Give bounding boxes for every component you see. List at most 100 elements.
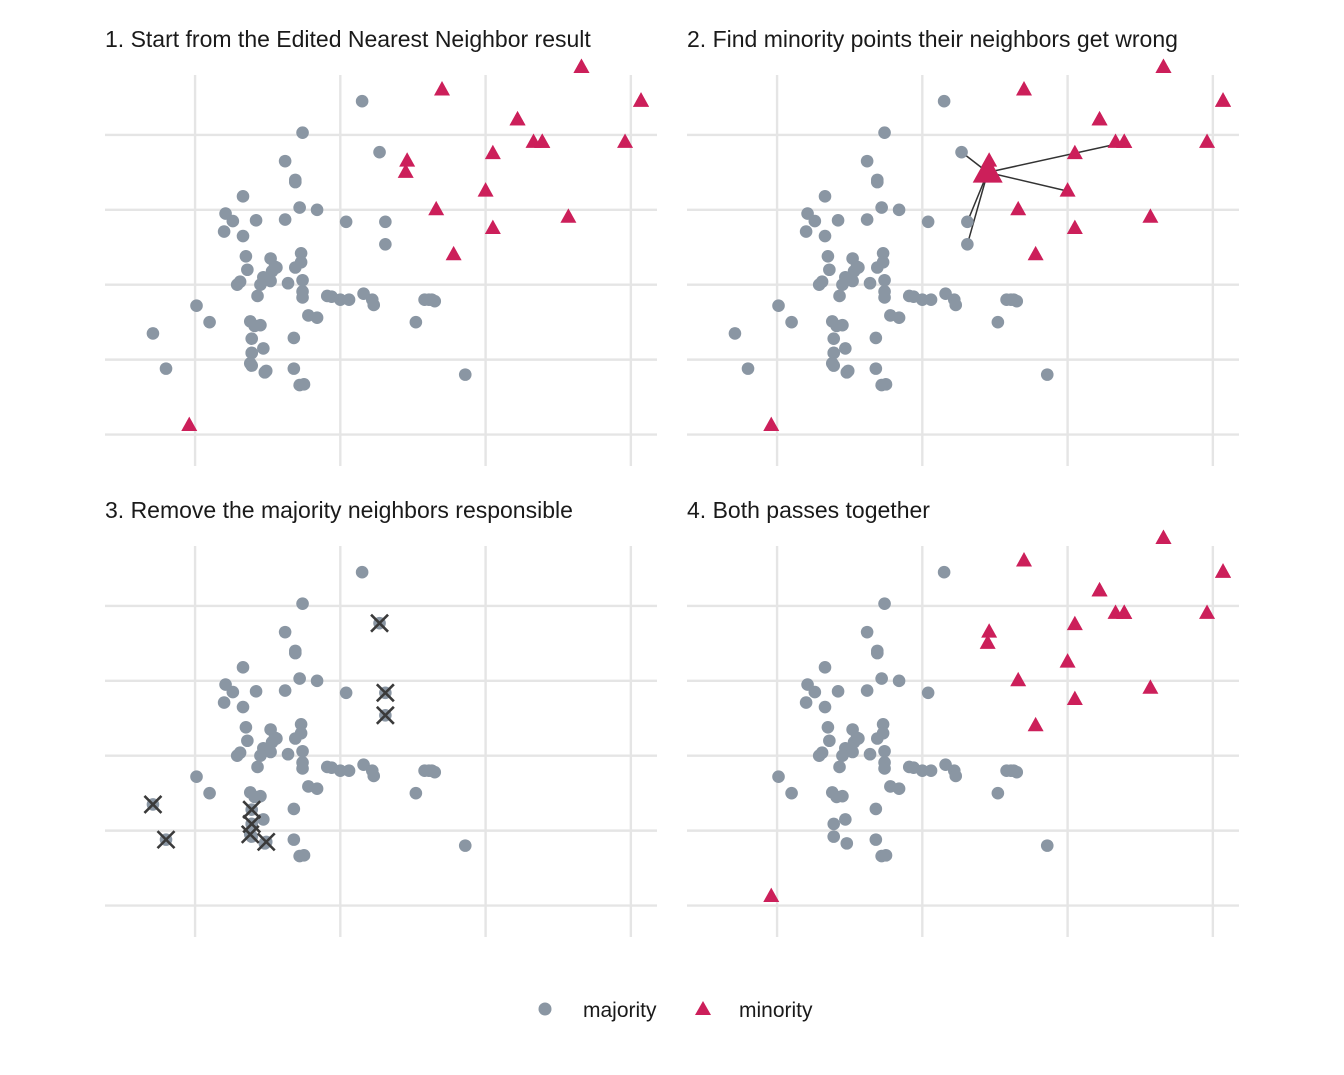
panel-1-majority-point-54 [287, 331, 301, 345]
panel-2-majority-point-2 [878, 126, 891, 139]
panel-4-majority-point-1 [937, 565, 951, 579]
panel-3: 3. Remove the majority neighbors respons… [105, 497, 657, 937]
panel-3-removed-marker-3 [375, 705, 395, 725]
panel-3-majority-point-6 [288, 646, 302, 660]
panel-1-minority-point-15 [181, 416, 198, 432]
panel-2-minority-point-14 [1027, 245, 1044, 261]
panel-4-majority-point-6 [870, 646, 884, 660]
panel-1-majority-point-55 [257, 342, 270, 355]
panel-3-removed-marker-1 [370, 613, 389, 633]
panel-1-majority-point-66 [146, 327, 160, 340]
panel-4-majority-point-56 [827, 817, 841, 831]
panel-4-majority-point-54 [869, 802, 883, 816]
panel-1-majority-point-12 [379, 237, 392, 251]
panel-1-minority-point-17 [534, 133, 551, 148]
panel-4-majority-point-46 [949, 769, 963, 783]
panel-1-majority-point-26 [270, 261, 283, 274]
panel-3-majority-point-17 [236, 700, 250, 714]
panel-4-minority-point-2 [1016, 552, 1033, 567]
panel-3-majority-point-33 [254, 749, 267, 763]
panel-1-majority-point-65 [409, 315, 423, 329]
panel-4-minority-point-18 [1215, 563, 1232, 578]
panel-1-minority-point-18 [633, 92, 650, 107]
panel-2-majority-point-3 [860, 154, 874, 168]
panel-1-majority-point-61 [297, 378, 311, 391]
panel-1-minority-point-2 [434, 81, 451, 96]
panel-4-majority-point-57 [869, 833, 883, 846]
panel-4-minority-point-11 [1010, 671, 1027, 687]
panel-4-minority-point-20 [979, 634, 996, 649]
panel-2-majority-point-8 [875, 201, 888, 214]
panel-3-majority-point-62 [458, 839, 472, 852]
panel-1-majority-point-49 [203, 315, 216, 329]
panel-1-majority-point-47 [190, 299, 203, 313]
panel-2-majority-point-40 [916, 293, 929, 307]
panel-3-majority-point-64 [422, 764, 436, 778]
panel-3-majority-point-27 [288, 732, 302, 745]
panel-2-majority-point-4 [955, 145, 968, 159]
panel-4-minority-point-12 [1142, 679, 1159, 694]
panel-4-majority-point-47 [772, 770, 785, 784]
legend-minority-label: minority [739, 999, 813, 1022]
panel-2-majority-point-70 [841, 364, 855, 378]
panel-2-majority-point-18 [801, 207, 814, 220]
panel-2-majority-point-31 [878, 273, 891, 287]
panel-1-minority-point-12 [560, 208, 577, 223]
panel-3-majority-point-34 [230, 749, 244, 763]
panel-2-majority-point-9 [892, 203, 906, 217]
panel-4-minority-point-9 [981, 623, 998, 638]
panel-1-minority-point-7 [617, 133, 634, 148]
panel-4-majority-point-41 [924, 764, 938, 778]
panel-4-majority-point-34 [812, 749, 826, 763]
panel-2-minority-point-12 [1142, 208, 1159, 223]
panel-2-majority-point-69 [827, 332, 841, 345]
panel-2-majority-point-55 [839, 342, 852, 355]
panel-1-majority-point-27 [288, 261, 302, 274]
panel-1-majority-point-70 [259, 364, 273, 378]
panel-1-majority-point-23 [241, 263, 254, 277]
panel-2-minority-point-10 [1059, 182, 1076, 197]
panel-4-minority-point-10 [1059, 653, 1076, 668]
panel-1: 1. Start from the Edited Nearest Neighbo… [105, 26, 657, 466]
panel-1-majority-point-64 [422, 293, 436, 307]
panel-2-majority-point-46 [949, 298, 963, 312]
panel-4-majority-point-16 [799, 696, 813, 709]
panel-4-minority-point-7 [1199, 604, 1216, 619]
legend-majority-swatch [538, 1002, 552, 1016]
panel-1-majority-point-35 [251, 289, 264, 303]
panel-3-majority-point-61 [297, 849, 311, 862]
panel-4-minority-point-8 [1066, 615, 1083, 631]
panel-4-majority-point-18 [801, 678, 814, 691]
panel-1-majority-point-68 [245, 346, 259, 360]
panel-4-minority-point-17 [1116, 604, 1133, 619]
panel-2-majority-point-37 [878, 291, 891, 304]
panel-4-minority-point-14 [1027, 716, 1044, 732]
panel-2-minority-point-19 [1155, 58, 1172, 73]
panel-1-majority-point-8 [293, 201, 306, 214]
panel-1-majority-point-7 [236, 190, 250, 203]
panel-1-minority-point-20 [397, 163, 414, 178]
panel-1-majority-point-2 [296, 126, 309, 139]
panel-2-minority-point-15 [763, 416, 780, 432]
panel-3-majority-point-20 [294, 717, 308, 731]
panel-4-majority-point-49 [785, 786, 798, 800]
panel-1-majority-point-69 [245, 332, 259, 345]
panel-1-majority-point-57 [287, 362, 301, 375]
panel-2-majority-point-33 [836, 278, 849, 292]
legend-minority-swatch [695, 1001, 711, 1015]
panel-2-minority-point-2 [1016, 81, 1033, 96]
panel-3-majority-point-14 [249, 685, 263, 698]
panel-3-majority-point-57 [287, 833, 301, 846]
panel-3-majority-point-54 [287, 802, 301, 816]
panel-2-majority-point-52 [825, 315, 839, 328]
panel-2-majority-point-12 [961, 237, 974, 251]
panel-2-majority-point-41 [924, 293, 938, 307]
panel-3-majority-point-32 [281, 747, 295, 761]
panel-4-majority-point-23 [823, 734, 836, 748]
panel-2-majority-point-68 [827, 346, 841, 360]
panel-4-majority-point-52 [825, 786, 839, 799]
panel-1-minority-point-9 [399, 152, 416, 167]
panel-1-majority-point-30 [264, 274, 277, 288]
panel-2-majority-point-66 [728, 327, 742, 340]
panel-3-majority-point-40 [334, 764, 347, 778]
